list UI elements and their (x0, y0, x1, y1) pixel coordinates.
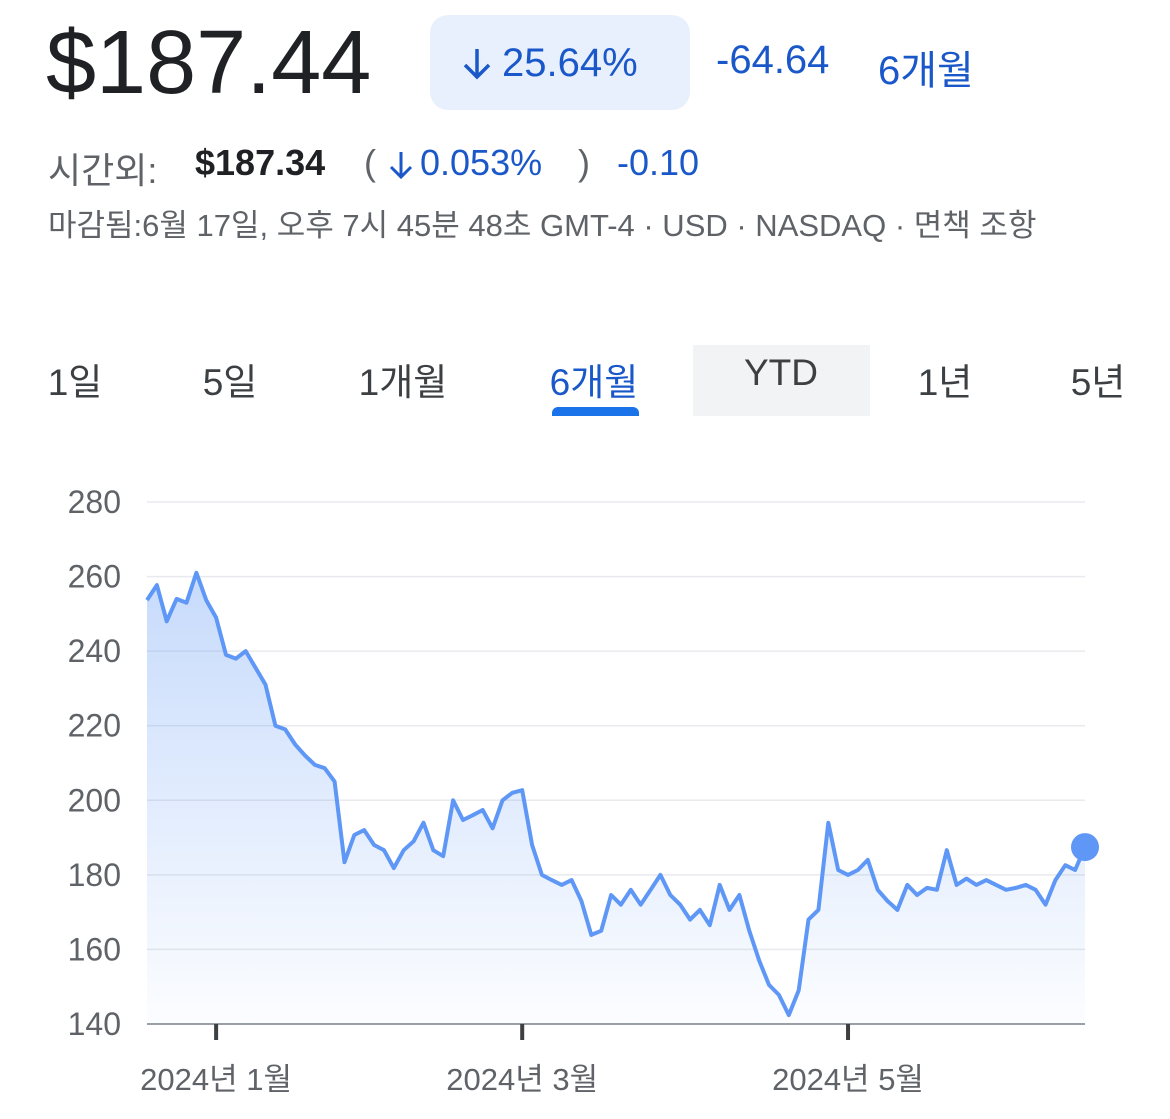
line (145, 570, 1087, 1018)
y-tick-label: 260 (68, 559, 121, 595)
tab[interactable]: 5일 (202, 362, 258, 403)
y-tick-label: 280 (68, 484, 121, 520)
status: 마감됨:6월 17일, 오후 7시 45분 48초 GMT-4 · USD · … (48, 208, 1037, 243)
y-tick-label: 220 (68, 708, 121, 744)
change: -64.64 (716, 38, 830, 82)
tab-underline (552, 407, 639, 416)
paren: ( (364, 142, 376, 183)
paren: ) (578, 142, 590, 183)
y-tick-label: 240 (68, 633, 121, 669)
tab-hover (693, 345, 870, 416)
period: 6개월 (878, 49, 974, 93)
x-tick-label: 2024년 5월 (772, 1062, 924, 1097)
y-tick-label: 200 (68, 782, 121, 818)
y-tick-label: 180 (68, 857, 121, 893)
price: $187.44 (46, 13, 372, 113)
after-hours-pct: 0.053% (420, 142, 543, 183)
tab[interactable]: YTD (744, 352, 818, 393)
after-hours-label: 시간외: (48, 150, 158, 191)
after-hours-change: -0.10 (617, 142, 700, 183)
tab[interactable]: 6개월 (549, 362, 639, 403)
down-arrow (463, 49, 491, 80)
x-tick-label: 2024년 3월 (446, 1062, 598, 1097)
tab[interactable]: 5년 (1070, 362, 1126, 403)
after-hours-price: $187.34 (195, 142, 326, 183)
tab[interactable]: 1개월 (358, 362, 448, 403)
tab[interactable]: 1일 (47, 362, 103, 403)
change-badge: 25.64% (430, 15, 690, 110)
y-tick-label: 160 (68, 931, 121, 967)
change-pct: 25.64% (502, 41, 638, 85)
x-tick-label: 2024년 1월 (140, 1062, 292, 1097)
y-tick-label: 140 (68, 1006, 121, 1042)
area (147, 572, 1085, 1024)
tab[interactable]: 1년 (917, 362, 973, 403)
down-arrow (389, 152, 413, 180)
end-dot (1071, 833, 1099, 862)
